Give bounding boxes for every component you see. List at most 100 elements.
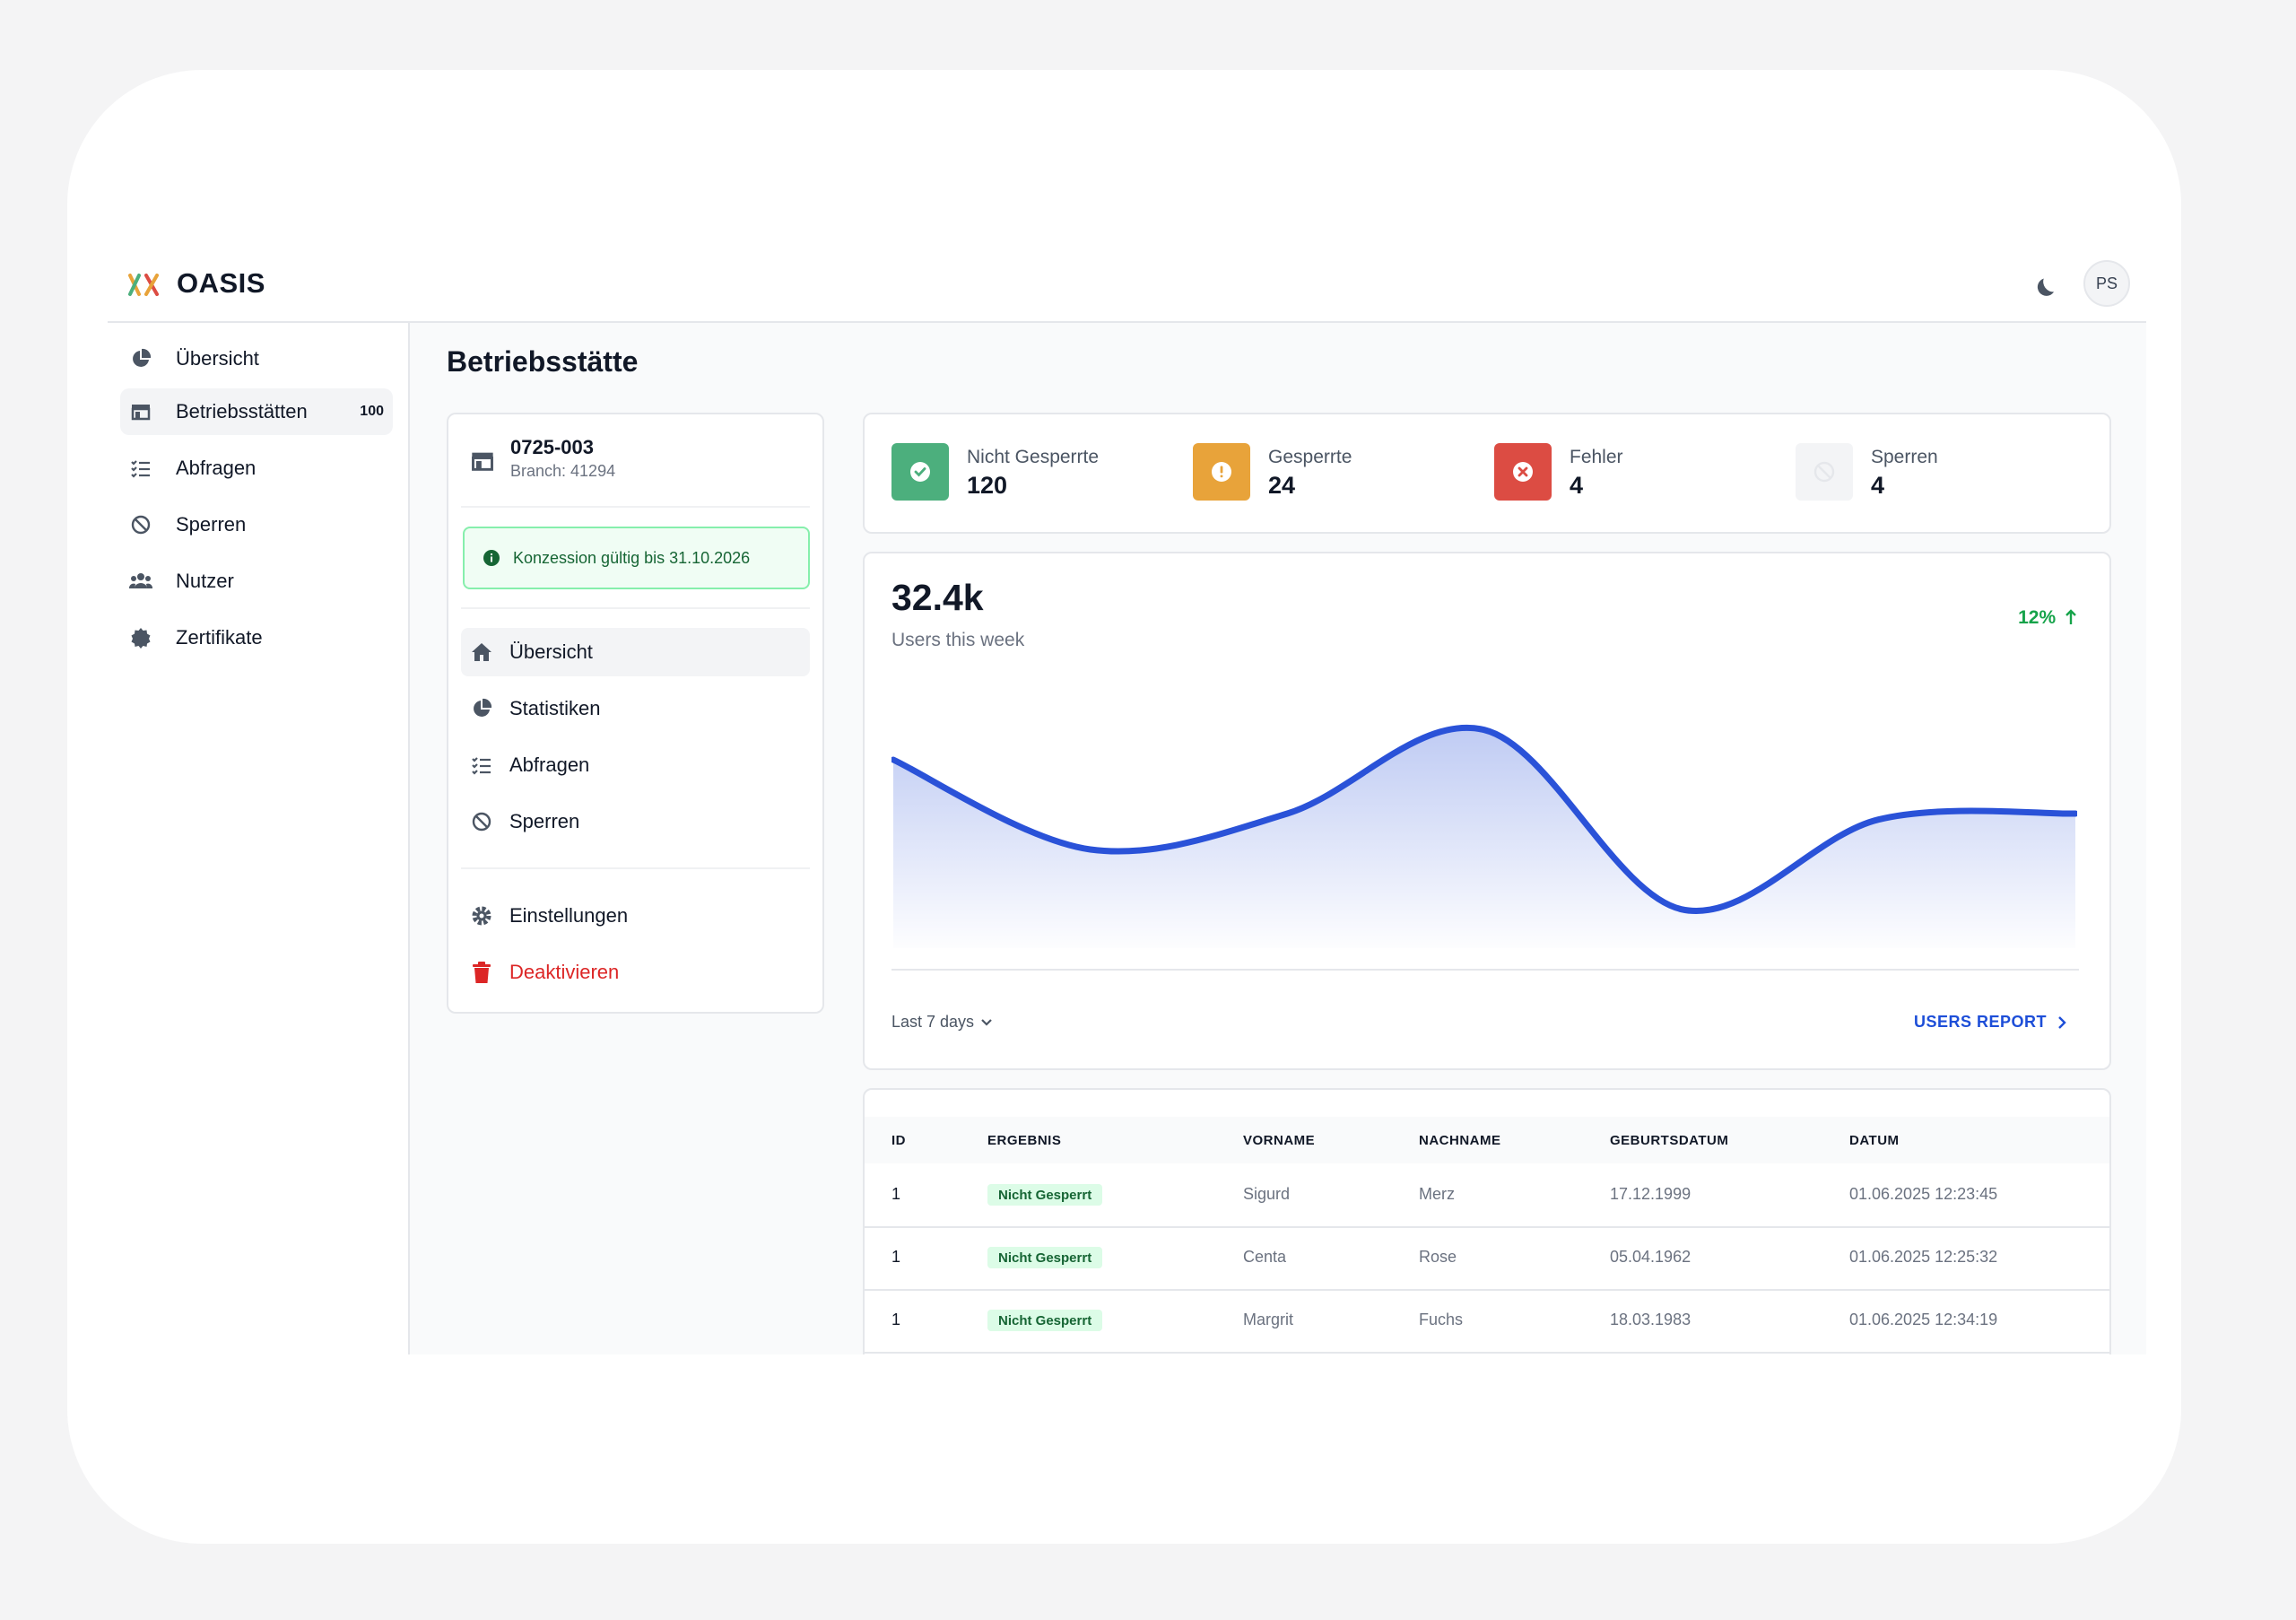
site-menu-label: Statistiken bbox=[509, 697, 601, 719]
settings-button[interactable]: Einstellungen bbox=[461, 892, 810, 940]
cell-last-name: Rose bbox=[1419, 1248, 1457, 1266]
stat-locks: Sperren 4 bbox=[1796, 441, 2083, 504]
alert-text: Konzession gültig bis 31.10.2026 bbox=[513, 548, 751, 567]
column-header[interactable]: GEBURTSDATUM bbox=[1610, 1133, 1729, 1148]
stat-label: Fehler bbox=[1570, 447, 1623, 467]
site-menu-statistics[interactable]: Statistiken bbox=[461, 684, 810, 733]
site-id: 0725-003 bbox=[510, 436, 594, 458]
users-chart-card: 32.4k Users this week 12% Last 7 days US… bbox=[863, 552, 2111, 1070]
license-alert: Konzession gültig bis 31.10.2026 bbox=[463, 527, 810, 589]
check-circle-icon bbox=[910, 462, 930, 482]
ban-icon bbox=[129, 513, 152, 536]
avatar[interactable]: PS bbox=[2083, 260, 2130, 307]
status-box bbox=[1193, 443, 1250, 501]
sidebar-item-label: Betriebsstätten bbox=[176, 400, 308, 422]
trend-indicator: 12% bbox=[2018, 607, 2077, 629]
top-bar: OASIS PS bbox=[108, 251, 2146, 323]
table-row[interactable]: 1 Nicht Gesperrt Centa Rose 05.04.1962 0… bbox=[865, 1226, 2109, 1291]
ban-icon bbox=[1813, 461, 1835, 483]
trend-value: 12% bbox=[2018, 607, 2057, 628]
table-header: ID ERGEBNIS VORNAME NACHNAME GEBURTSDATU… bbox=[865, 1117, 2109, 1163]
range-dropdown[interactable]: Last 7 days bbox=[891, 1013, 994, 1032]
store-icon bbox=[472, 452, 493, 471]
cell-birthdate: 05.04.1962 bbox=[1610, 1248, 1692, 1266]
sidebar-item-sperren[interactable]: Sperren bbox=[120, 501, 393, 548]
pie-chart-icon bbox=[470, 697, 493, 720]
site-menu-abfragen[interactable]: Abfragen bbox=[461, 741, 810, 789]
sidebar-item-betriebsstaetten[interactable]: Betriebsstätten 100 bbox=[120, 388, 393, 435]
column-header[interactable]: VORNAME bbox=[1243, 1133, 1316, 1148]
column-header[interactable]: DATUM bbox=[1849, 1133, 1900, 1148]
site-branch: Branch: 41294 bbox=[510, 462, 616, 480]
chart-area-fill bbox=[893, 727, 2075, 948]
stat-value: 4 bbox=[1871, 472, 1885, 499]
stat-errors: Fehler 4 bbox=[1494, 441, 1781, 504]
site-card: 0725-003 Branch: 41294 Konzession gültig… bbox=[447, 413, 824, 1014]
site-menu-overview[interactable]: Übersicht bbox=[461, 628, 810, 676]
sidebar-item-label: Sperren bbox=[176, 513, 247, 536]
stats-card: Nicht Gesperrte 120 Gesperrte 24 Fehler … bbox=[863, 413, 2111, 534]
stat-value: 24 bbox=[1268, 472, 1296, 499]
site-menu-label: Sperren bbox=[509, 810, 580, 832]
divider bbox=[461, 607, 810, 609]
arrow-up-icon bbox=[2066, 609, 2076, 624]
alert-circle-icon bbox=[1212, 462, 1231, 482]
home-icon bbox=[470, 640, 493, 664]
cell-date: 01.06.2025 12:34:19 bbox=[1849, 1311, 1998, 1328]
table-row[interactable]: 1 Nicht Gesperrt Margrit Fuchs 18.03.198… bbox=[865, 1289, 2109, 1354]
settings-label: Einstellungen bbox=[509, 904, 629, 927]
count-badge: 100 bbox=[360, 404, 384, 419]
moon-icon[interactable] bbox=[2032, 271, 2063, 301]
cell-id: 1 bbox=[891, 1248, 901, 1266]
chart-baseline bbox=[891, 969, 2079, 971]
status-badge: Nicht Gesperrt bbox=[987, 1247, 1103, 1268]
column-header[interactable]: ERGEBNIS bbox=[987, 1133, 1062, 1148]
checklist-icon bbox=[129, 457, 152, 480]
gear-icon bbox=[470, 904, 493, 928]
stat-value: 4 bbox=[1570, 472, 1584, 499]
chevron-right-icon bbox=[2058, 1015, 2066, 1029]
oasis-logo-icon[interactable] bbox=[127, 271, 160, 298]
users-report-link[interactable]: USERS REPORT bbox=[1914, 1013, 2068, 1032]
x-circle-icon bbox=[1513, 462, 1533, 482]
status-box bbox=[891, 443, 949, 501]
cell-birthdate: 18.03.1983 bbox=[1610, 1311, 1692, 1328]
site-menu-label: Abfragen bbox=[509, 753, 590, 776]
users-subtitle: Users this week bbox=[891, 630, 1025, 650]
results-table: ID ERGEBNIS VORNAME NACHNAME GEBURTSDATU… bbox=[863, 1088, 2111, 1354]
page-title: Betriebsstätte bbox=[447, 345, 639, 378]
deactivate-label: Deaktivieren bbox=[509, 961, 620, 983]
cell-first-name: Sigurd bbox=[1243, 1185, 1291, 1203]
ban-icon bbox=[470, 810, 493, 833]
column-header[interactable]: NACHNAME bbox=[1419, 1133, 1501, 1148]
status-box bbox=[1796, 443, 1853, 501]
cell-date: 01.06.2025 12:25:32 bbox=[1849, 1248, 1998, 1266]
column-header[interactable]: ID bbox=[891, 1133, 906, 1148]
stat-label: Nicht Gesperrte bbox=[967, 447, 1100, 467]
stat-blocked: Gesperrte 24 bbox=[1193, 441, 1480, 504]
range-label: Last 7 days bbox=[891, 1013, 975, 1031]
sidebar-item-overview[interactable]: Übersicht bbox=[120, 335, 393, 382]
area-chart[interactable] bbox=[891, 706, 2077, 948]
sidebar-item-abfragen[interactable]: Abfragen bbox=[120, 445, 393, 492]
checklist-icon bbox=[470, 753, 493, 777]
status-badge: Nicht Gesperrt bbox=[987, 1310, 1103, 1331]
sidebar-item-nutzer[interactable]: Nutzer bbox=[120, 558, 393, 605]
cell-id: 1 bbox=[891, 1311, 901, 1328]
info-icon bbox=[483, 550, 500, 566]
table-row[interactable]: 1 Nicht Gesperrt Sigurd Merz 17.12.1999 … bbox=[865, 1163, 2109, 1228]
deactivate-button[interactable]: Deaktivieren bbox=[461, 948, 810, 997]
stat-label: Sperren bbox=[1871, 447, 1938, 467]
trash-icon bbox=[470, 961, 493, 984]
cell-last-name: Fuchs bbox=[1419, 1311, 1464, 1328]
stat-value: 120 bbox=[967, 472, 1008, 499]
status-box bbox=[1494, 443, 1552, 501]
sidebar-item-label: Abfragen bbox=[176, 457, 257, 479]
site-menu-sperren[interactable]: Sperren bbox=[461, 797, 810, 846]
app-window: OASIS PS Übersicht Betriebsstätten 100 A… bbox=[108, 251, 2146, 1354]
sidebar-item-zertifikate[interactable]: Zertifikate bbox=[120, 614, 393, 661]
sidebar-item-label: Nutzer bbox=[176, 570, 234, 592]
chart-series-line bbox=[891, 725, 2077, 914]
sidebar-item-label: Übersicht bbox=[176, 347, 259, 370]
chevron-down-icon bbox=[981, 1018, 992, 1026]
